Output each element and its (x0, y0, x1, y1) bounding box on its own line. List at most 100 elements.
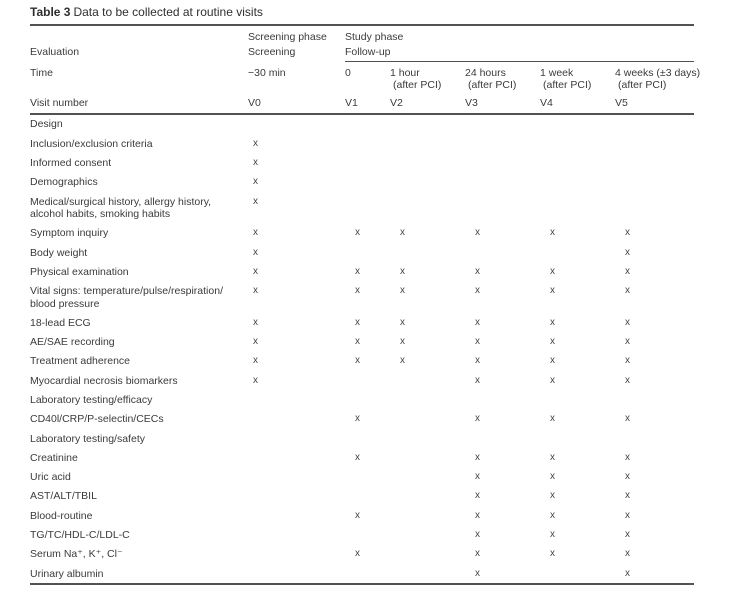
mark-cell: x (550, 509, 555, 521)
empty-cell (345, 138, 390, 151)
time-cell: 1 week (after PCI) (540, 67, 592, 91)
mark-cell: x (550, 316, 555, 328)
follow-up-header: Follow-up (345, 46, 694, 62)
empty-cell (390, 247, 465, 260)
mark-cell: x (550, 529, 555, 541)
visit-cell: V2 (390, 97, 403, 109)
table-row: Physical examination x x x x x x (30, 262, 694, 281)
empty-cell (540, 176, 615, 189)
mark-cell: x (475, 316, 480, 328)
mark-cell: x (475, 227, 480, 239)
table-row: Uric acid x x x (30, 468, 694, 487)
empty-cell (390, 490, 465, 503)
table-row: Symptom inquiry x x x x x x (30, 224, 694, 243)
empty-cell (540, 433, 615, 446)
mark-cell: x (253, 137, 258, 149)
mark-cell: x (355, 285, 360, 297)
empty-cell (390, 568, 465, 581)
mark-cell: x (475, 355, 480, 367)
mark-cell: x (625, 246, 630, 258)
study-phase-header: Study phase (345, 31, 404, 43)
empty-cell (615, 118, 694, 131)
mark-cell: x (355, 265, 360, 277)
time-cell: 1 hour (after PCI) (390, 67, 442, 91)
empty-cell (390, 176, 465, 189)
mark-cell: x (475, 413, 480, 425)
empty-cell (345, 196, 390, 221)
empty-cell (345, 176, 390, 189)
empty-cell (345, 490, 390, 503)
row-label: AST/ALT/TBIL (30, 490, 97, 503)
table-row: Serum Na⁺, K⁺, Cl⁻ x x x x (30, 545, 694, 564)
table-row: Demographics x (30, 173, 694, 192)
row-label: Inclusion/exclusion criteria (30, 137, 153, 150)
table-row: Inclusion/exclusion criteria x (30, 134, 694, 153)
table-row: Design (30, 115, 694, 134)
mark-cell: x (355, 509, 360, 521)
mark-cell: x (253, 336, 258, 348)
mark-cell: x (400, 285, 405, 297)
mark-cell: x (550, 471, 555, 483)
visit-cell: V5 (615, 97, 628, 109)
row-label: Urinary albumin (30, 567, 104, 580)
table-row: AE/SAE recording x x x x x x (30, 333, 694, 352)
mark-cell: x (475, 490, 480, 502)
mark-cell: x (550, 451, 555, 463)
empty-cell (345, 118, 390, 131)
mark-cell: x (475, 567, 480, 579)
row-label: Vital signs: temperature/pulse/respirati… (30, 285, 223, 310)
mark-cell: x (355, 548, 360, 560)
row-label: Laboratory testing/safety (30, 432, 145, 445)
mark-cell: x (400, 265, 405, 277)
empty-cell (540, 247, 615, 260)
empty-cell (465, 118, 540, 131)
mark-cell: x (550, 413, 555, 425)
table-row: Informed consent x (30, 154, 694, 173)
mark-cell: x (253, 265, 258, 277)
empty-cell (390, 118, 465, 131)
mark-cell: x (475, 529, 480, 541)
mark-cell: x (625, 265, 630, 277)
row-label: Blood-routine (30, 509, 93, 522)
table-body: Design Inclusion/exclusion criteria x Infor… (30, 115, 694, 586)
empty-cell (390, 413, 465, 426)
mark-cell: x (400, 336, 405, 348)
time-cell: 4 weeks (±3 days) (after PCI) (615, 67, 701, 91)
table-row: Creatinine x x x x (30, 449, 694, 468)
visit-cell: V1 (345, 97, 358, 109)
empty-cell (390, 138, 465, 151)
empty-cell (465, 138, 540, 151)
table-row: Medical/surgical history, allergy histor… (30, 192, 694, 224)
empty-cell (540, 394, 615, 407)
empty-cell (465, 157, 540, 170)
empty-cell (465, 433, 540, 446)
mark-cell: x (400, 316, 405, 328)
evaluation-header: Evaluation (30, 46, 80, 58)
empty-cell (390, 510, 465, 523)
empty-cell (615, 138, 694, 151)
evaluation-header-row: Evaluation Screening Follow-up (30, 45, 694, 62)
empty-cell (615, 176, 694, 189)
empty-cell (248, 394, 345, 407)
row-label: Myocardial necrosis biomarkers (30, 374, 178, 387)
empty-cell (345, 568, 390, 581)
table-row: Laboratory testing/safety (30, 429, 694, 448)
row-label: Laboratory testing/efficacy (30, 394, 153, 407)
row-label: Serum Na⁺, K⁺, Cl⁻ (30, 548, 123, 561)
mark-cell: x (625, 355, 630, 367)
table-row: Treatment adherence x x x x x x (30, 352, 694, 371)
empty-cell (390, 157, 465, 170)
empty-header-cell (30, 31, 248, 43)
phase-header-row: Screening phase Study phase (30, 26, 694, 45)
table-row: Laboratory testing/efficacy (30, 391, 694, 410)
mark-cell: x (550, 490, 555, 502)
table-row: CD40l/CRP/P-selectin/CECs x x x x (30, 410, 694, 429)
mark-cell: x (625, 490, 630, 502)
mark-cell: x (253, 285, 258, 297)
table-row: Myocardial necrosis biomarkers x x x x (30, 371, 694, 390)
empty-cell (248, 510, 345, 523)
row-label: Body weight (30, 246, 88, 259)
table-row: Blood-routine x x x x (30, 506, 694, 525)
empty-cell (248, 118, 345, 131)
time-cell: −30 min (248, 67, 286, 79)
